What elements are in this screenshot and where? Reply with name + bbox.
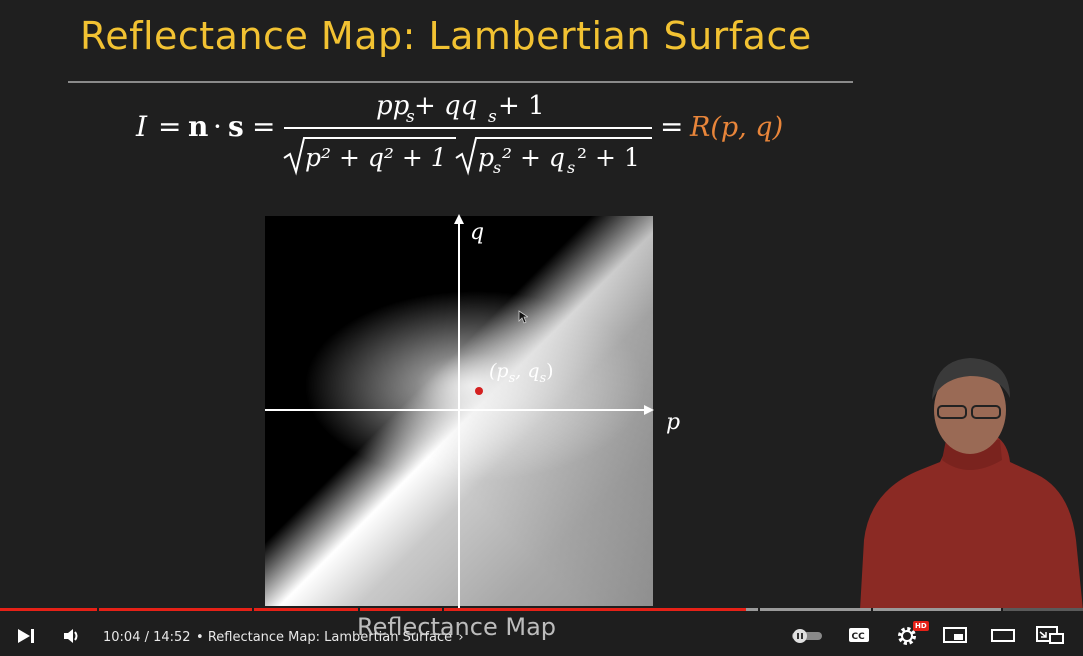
q-axis-label: q	[470, 220, 485, 245]
presenter-video	[860, 358, 1083, 608]
eq-num-pp: pp	[376, 91, 410, 121]
glasses-right	[971, 405, 1001, 419]
eq-den-mid: ² + q	[502, 143, 565, 172]
sqrt-right-icon	[455, 137, 652, 176]
title-divider	[68, 81, 853, 83]
chapter-label: Reflectance Map: Lambertian Surface	[207, 630, 453, 645]
video-frame[interactable]: Reflectance Map: Lambertian Surface I = …	[0, 0, 1083, 608]
eq-equals-3: =	[660, 110, 683, 143]
chapter-marker	[252, 608, 254, 611]
eq-num-end: + 1	[498, 91, 545, 121]
eq-den-end: ² + 1	[577, 143, 640, 172]
eq-num-qq: + qq	[414, 91, 477, 121]
slide-title: Reflectance Map: Lambertian Surface	[80, 14, 812, 58]
eq-num-s1: s	[406, 107, 415, 127]
pq-axes	[265, 214, 654, 608]
point-label-open: (p	[489, 360, 509, 382]
hd-badge: HD	[913, 621, 929, 631]
point-label-mid: , q	[515, 360, 540, 382]
progress-played	[0, 608, 746, 611]
q-arrow-icon	[454, 214, 464, 224]
eq-equals-1: =	[158, 110, 181, 143]
chapter-marker	[1001, 608, 1003, 611]
next-icon[interactable]	[16, 627, 36, 645]
chapter-marker	[97, 608, 99, 611]
eq-rhs: R(p, q)	[689, 112, 783, 143]
eq-den-left: p² + q² + 1	[305, 143, 447, 172]
caption-overlay: Reflectance Map	[357, 613, 557, 641]
p-arrow-icon	[644, 405, 654, 415]
point-label-sub1: s	[508, 370, 516, 386]
chapter-marker	[871, 608, 873, 611]
source-point-label: (ps, qs)	[489, 360, 554, 386]
chapter-bullet: •	[196, 630, 204, 645]
settings-icon[interactable]	[896, 625, 918, 647]
miniplayer-icon[interactable]	[943, 626, 967, 644]
presenter-sweater	[860, 436, 1083, 608]
eq-equals-2: =	[252, 110, 275, 143]
progress-bar[interactable]	[0, 608, 1083, 611]
eq-dot: ·	[213, 110, 222, 143]
chapter-marker	[442, 608, 444, 611]
fraction-bar	[284, 127, 652, 129]
sqrt-left-icon	[283, 137, 456, 176]
presenter-hair	[932, 358, 1010, 400]
eq-den-s2: s	[567, 158, 575, 177]
presenter-face	[934, 366, 1006, 454]
eq-I: I	[135, 110, 148, 143]
volume-icon[interactable]	[62, 627, 82, 645]
chevron-right-icon: ›	[458, 630, 464, 645]
theater-icon[interactable]	[991, 627, 1015, 643]
chapter-title[interactable]: • Reflectance Map: Lambertian Surface ›	[196, 630, 464, 645]
source-point	[475, 387, 483, 395]
time-display: 10:04 / 14:52	[103, 630, 191, 645]
mouse-cursor-icon	[518, 310, 528, 324]
glasses-left	[937, 405, 967, 419]
cast-icon[interactable]	[1036, 625, 1066, 645]
cc-icon[interactable]: CC	[848, 626, 870, 644]
eq-den-p: p	[478, 143, 494, 172]
svg-text:CC: CC	[852, 632, 866, 642]
eq-num-s2: s	[488, 107, 497, 127]
chapter-marker	[358, 608, 360, 611]
autoplay-toggle-icon[interactable]	[790, 628, 824, 644]
eq-den-s1: s	[493, 158, 501, 177]
p-axis-label: p	[666, 410, 681, 435]
point-label-close: )	[546, 360, 554, 382]
eq-n: n	[188, 110, 208, 143]
chapter-marker	[758, 608, 760, 611]
point-label-sub2: s	[539, 370, 547, 386]
eq-s: s	[228, 110, 244, 143]
reflectance-equation: I = n · s = pp s + qq s + 1 p² + q² + 1 …	[135, 91, 783, 177]
